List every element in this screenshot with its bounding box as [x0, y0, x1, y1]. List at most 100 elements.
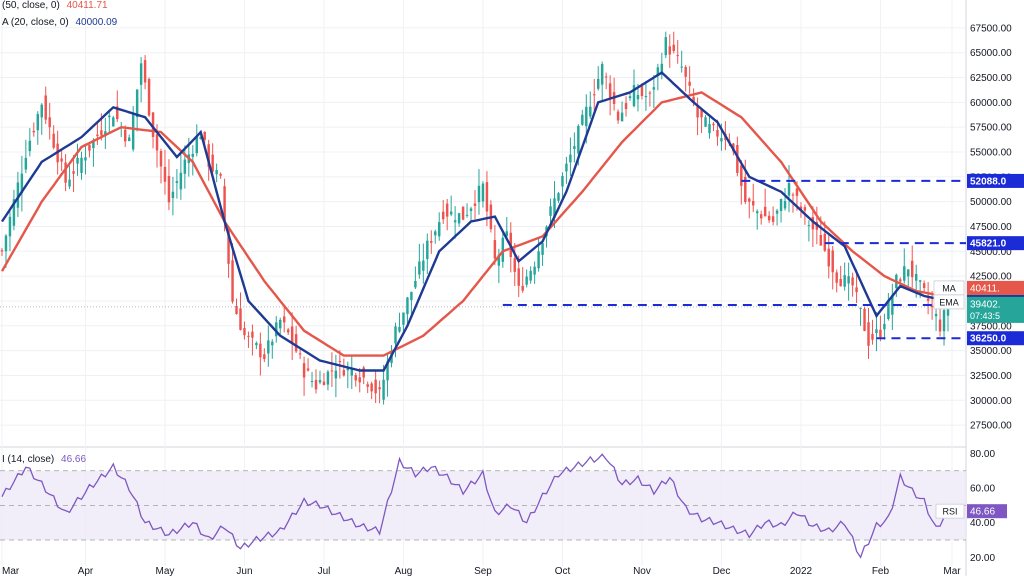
candle-body — [167, 175, 171, 203]
candle-body — [720, 138, 723, 142]
candle-body — [680, 66, 683, 68]
rsi-legend-value: 46.66 — [61, 454, 87, 465]
time-tick-label: Dec — [713, 566, 731, 576]
candle-body — [585, 106, 588, 127]
candle-body — [131, 113, 135, 150]
ema-legend-label: A (20, close, 0) — [2, 17, 69, 28]
candle-body — [946, 308, 950, 316]
candle-body — [437, 222, 441, 237]
candle-body — [318, 380, 322, 383]
candle-body — [414, 280, 417, 288]
candle-body — [589, 106, 592, 117]
price-tick-label: 47500.00 — [970, 222, 1012, 233]
candle-body — [171, 191, 175, 199]
candle-body — [398, 326, 401, 332]
candle-body — [835, 272, 838, 283]
candle-body — [52, 133, 55, 148]
candle-body — [696, 106, 699, 118]
candle-body — [175, 181, 179, 183]
candle-body — [636, 94, 640, 100]
candle-body — [914, 273, 918, 281]
candle-body — [402, 312, 405, 325]
candle-body — [712, 123, 715, 126]
candle-body — [239, 308, 242, 330]
candle-body — [235, 305, 238, 315]
candle-body — [219, 173, 222, 176]
time-tick-label: Nov — [633, 566, 651, 576]
candle-body — [899, 279, 902, 282]
candle-body — [123, 129, 127, 142]
candle-body — [859, 307, 862, 309]
countdown-label: 07:43:5 — [970, 311, 1000, 321]
candle-body — [290, 326, 294, 343]
candle-body — [386, 361, 389, 381]
candle-body — [938, 319, 942, 332]
candle-body — [16, 182, 20, 208]
candle-body — [581, 114, 584, 125]
candle-body — [493, 240, 497, 259]
rsi-tick-label: 40.00 — [970, 518, 995, 529]
candle-body — [922, 283, 926, 289]
candle-body — [259, 343, 262, 358]
candle-body — [819, 235, 823, 246]
candle-body — [314, 380, 318, 390]
candle-body — [791, 194, 795, 196]
candle-body — [517, 268, 520, 286]
rsi-name-label: RSI — [942, 507, 957, 517]
time-tick-label: Aug — [395, 566, 413, 576]
candle-body — [529, 270, 532, 281]
ema-legend[interactable]: A (20, close, 0) 40000.09 — [2, 17, 117, 28]
candle-body — [20, 173, 24, 194]
candle-body — [656, 67, 660, 77]
candle-body — [92, 139, 95, 149]
candle-body — [569, 154, 572, 163]
candle-body — [449, 211, 453, 215]
candle-body — [608, 83, 612, 99]
candle-body — [827, 248, 830, 267]
candle-body — [767, 215, 771, 221]
level-tag — [967, 236, 1024, 251]
candle-body — [76, 157, 79, 164]
candle-body — [0, 250, 4, 252]
candle-body — [282, 316, 286, 323]
candle-body — [593, 94, 596, 96]
candle-body — [346, 367, 350, 371]
candle-body — [843, 275, 846, 287]
candle-body — [469, 208, 473, 212]
candle-body — [195, 137, 198, 154]
price-tick-label: 37500.00 — [970, 321, 1012, 332]
price-tick-label: 30000.00 — [970, 396, 1012, 407]
rsi-legend[interactable]: I (14, close) 46.66 — [2, 454, 86, 465]
candle-body — [748, 198, 751, 202]
ma-legend[interactable]: (50, close, 0) 40411.71 — [2, 0, 108, 11]
candle-body — [247, 335, 250, 337]
candle-body — [215, 170, 218, 175]
candle-body — [616, 111, 620, 121]
rsi-line — [1, 453, 949, 559]
price-tick-label: 45000.00 — [970, 247, 1012, 258]
candle-body — [88, 144, 91, 151]
candle-body — [453, 220, 457, 223]
candle-body — [358, 377, 361, 383]
candle-body — [831, 250, 834, 273]
candle-body — [135, 89, 139, 118]
price-tick-label: 35000.00 — [970, 346, 1012, 357]
candle-body — [648, 92, 652, 94]
candle-body — [803, 207, 807, 211]
candle-body — [763, 206, 767, 217]
ema-legend-value: 40000.09 — [75, 17, 118, 28]
candle-body — [366, 384, 369, 387]
level-tag — [967, 331, 1024, 346]
candle-body — [28, 140, 32, 152]
candle-body — [644, 95, 648, 97]
candle-body — [672, 44, 675, 51]
candle-body — [664, 37, 668, 56]
ma-value-tag — [967, 280, 1024, 295]
candle-body — [60, 158, 63, 162]
candle-body — [918, 280, 922, 282]
candle-body — [159, 150, 163, 167]
candle-body — [24, 157, 28, 170]
candle-body — [12, 199, 16, 226]
time-tick-label: Feb — [872, 566, 890, 576]
candle-body — [700, 109, 703, 118]
